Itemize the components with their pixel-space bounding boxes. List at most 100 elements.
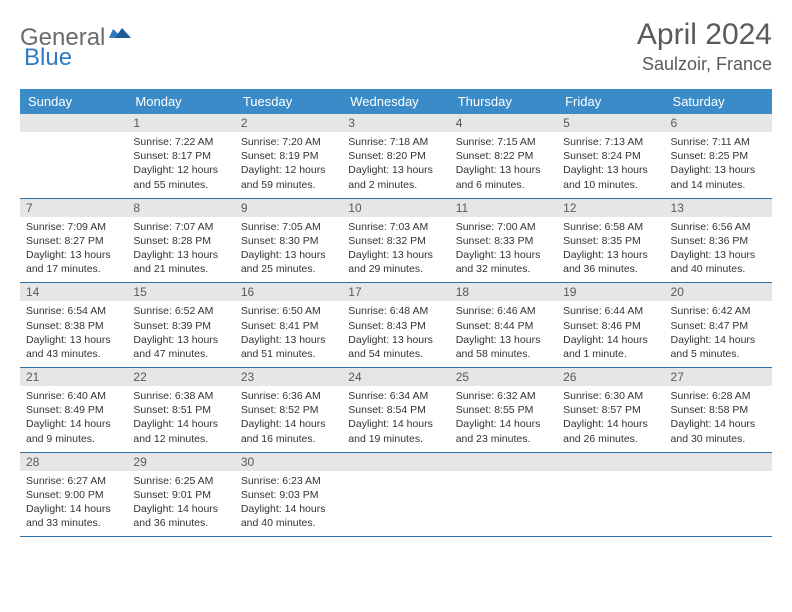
daylight-text-2: and 12 minutes. xyxy=(133,432,228,446)
daylight-text-1: Daylight: 12 hours xyxy=(133,163,228,177)
daylight-text-1: Daylight: 13 hours xyxy=(241,333,336,347)
daylight-text-1: Daylight: 13 hours xyxy=(241,248,336,262)
calendar-body: 1Sunrise: 7:22 AMSunset: 8:17 PMDaylight… xyxy=(20,114,772,537)
sunset-text: Sunset: 8:38 PM xyxy=(26,319,121,333)
dow-monday: Monday xyxy=(127,89,234,114)
day-number: 23 xyxy=(235,368,342,386)
sunset-text: Sunset: 8:35 PM xyxy=(563,234,658,248)
sunrise-text: Sunrise: 6:56 AM xyxy=(671,220,766,234)
day-body: Sunrise: 6:28 AMSunset: 8:58 PMDaylight:… xyxy=(665,386,772,452)
header: General April 2024 Saulzoir, France xyxy=(20,18,772,75)
sunset-text: Sunset: 8:51 PM xyxy=(133,403,228,417)
daylight-text-1: Daylight: 13 hours xyxy=(456,163,551,177)
daylight-text-2: and 6 minutes. xyxy=(456,178,551,192)
daylight-text-1: Daylight: 13 hours xyxy=(563,163,658,177)
daylight-text-1: Daylight: 14 hours xyxy=(26,417,121,431)
daylight-text-1: Daylight: 13 hours xyxy=(26,248,121,262)
sunrise-text: Sunrise: 7:18 AM xyxy=(348,135,443,149)
day-cell: 11Sunrise: 7:00 AMSunset: 8:33 PMDayligh… xyxy=(450,198,557,283)
day-body: Sunrise: 6:44 AMSunset: 8:46 PMDaylight:… xyxy=(557,301,664,367)
day-body: Sunrise: 6:52 AMSunset: 8:39 PMDaylight:… xyxy=(127,301,234,367)
day-body: Sunrise: 7:07 AMSunset: 8:28 PMDaylight:… xyxy=(127,217,234,283)
sunset-text: Sunset: 8:57 PM xyxy=(563,403,658,417)
daylight-text-2: and 25 minutes. xyxy=(241,262,336,276)
sunrise-text: Sunrise: 6:46 AM xyxy=(456,304,551,318)
daylight-text-2: and 1 minute. xyxy=(563,347,658,361)
daylight-text-1: Daylight: 13 hours xyxy=(348,333,443,347)
day-cell: 8Sunrise: 7:07 AMSunset: 8:28 PMDaylight… xyxy=(127,198,234,283)
day-cell: 3Sunrise: 7:18 AMSunset: 8:20 PMDaylight… xyxy=(342,114,449,198)
day-cell: 5Sunrise: 7:13 AMSunset: 8:24 PMDaylight… xyxy=(557,114,664,198)
daylight-text-1: Daylight: 13 hours xyxy=(671,248,766,262)
day-body: Sunrise: 6:40 AMSunset: 8:49 PMDaylight:… xyxy=(20,386,127,452)
day-cell xyxy=(557,452,664,537)
daylight-text-1: Daylight: 14 hours xyxy=(671,417,766,431)
week-row: 21Sunrise: 6:40 AMSunset: 8:49 PMDayligh… xyxy=(20,368,772,453)
day-cell: 19Sunrise: 6:44 AMSunset: 8:46 PMDayligh… xyxy=(557,283,664,368)
daylight-text-1: Daylight: 14 hours xyxy=(133,502,228,516)
brand-part2: Blue xyxy=(24,44,72,71)
day-cell: 29Sunrise: 6:25 AMSunset: 9:01 PMDayligh… xyxy=(127,452,234,537)
day-body: Sunrise: 6:25 AMSunset: 9:01 PMDaylight:… xyxy=(127,471,234,537)
daylight-text-1: Daylight: 13 hours xyxy=(456,333,551,347)
day-cell: 30Sunrise: 6:23 AMSunset: 9:03 PMDayligh… xyxy=(235,452,342,537)
daylight-text-2: and 59 minutes. xyxy=(241,178,336,192)
daylight-text-1: Daylight: 14 hours xyxy=(133,417,228,431)
day-number: 22 xyxy=(127,368,234,386)
daylight-text-2: and 14 minutes. xyxy=(671,178,766,192)
day-body: Sunrise: 6:38 AMSunset: 8:51 PMDaylight:… xyxy=(127,386,234,452)
daylight-text-2: and 40 minutes. xyxy=(241,516,336,530)
sunrise-text: Sunrise: 6:58 AM xyxy=(563,220,658,234)
daylight-text-2: and 33 minutes. xyxy=(26,516,121,530)
sunrise-text: Sunrise: 7:15 AM xyxy=(456,135,551,149)
daylight-text-2: and 47 minutes. xyxy=(133,347,228,361)
sunrise-text: Sunrise: 6:40 AM xyxy=(26,389,121,403)
day-body: Sunrise: 6:30 AMSunset: 8:57 PMDaylight:… xyxy=(557,386,664,452)
day-cell: 1Sunrise: 7:22 AMSunset: 8:17 PMDaylight… xyxy=(127,114,234,198)
day-number: 19 xyxy=(557,283,664,301)
day-number: 2 xyxy=(235,114,342,132)
sunrise-text: Sunrise: 6:50 AM xyxy=(241,304,336,318)
daylight-text-2: and 5 minutes. xyxy=(671,347,766,361)
sunset-text: Sunset: 8:33 PM xyxy=(456,234,551,248)
daylight-text-1: Daylight: 13 hours xyxy=(26,333,121,347)
sunset-text: Sunset: 8:43 PM xyxy=(348,319,443,333)
daylight-text-1: Daylight: 14 hours xyxy=(348,417,443,431)
daylight-text-1: Daylight: 13 hours xyxy=(563,248,658,262)
day-number xyxy=(665,453,772,471)
sunrise-text: Sunrise: 6:25 AM xyxy=(133,474,228,488)
sunrise-text: Sunrise: 7:22 AM xyxy=(133,135,228,149)
day-number: 11 xyxy=(450,199,557,217)
day-cell: 27Sunrise: 6:28 AMSunset: 8:58 PMDayligh… xyxy=(665,368,772,453)
daylight-text-1: Daylight: 14 hours xyxy=(241,502,336,516)
sunrise-text: Sunrise: 6:28 AM xyxy=(671,389,766,403)
day-number: 10 xyxy=(342,199,449,217)
daylight-text-2: and 51 minutes. xyxy=(241,347,336,361)
sunset-text: Sunset: 8:39 PM xyxy=(133,319,228,333)
daylight-text-2: and 19 minutes. xyxy=(348,432,443,446)
sunset-text: Sunset: 8:30 PM xyxy=(241,234,336,248)
sunset-text: Sunset: 8:55 PM xyxy=(456,403,551,417)
day-number: 20 xyxy=(665,283,772,301)
day-body: Sunrise: 7:03 AMSunset: 8:32 PMDaylight:… xyxy=(342,217,449,283)
day-cell: 20Sunrise: 6:42 AMSunset: 8:47 PMDayligh… xyxy=(665,283,772,368)
day-body: Sunrise: 6:50 AMSunset: 8:41 PMDaylight:… xyxy=(235,301,342,367)
day-body: Sunrise: 7:15 AMSunset: 8:22 PMDaylight:… xyxy=(450,132,557,198)
sunrise-text: Sunrise: 7:09 AM xyxy=(26,220,121,234)
day-body xyxy=(450,471,557,529)
day-number: 14 xyxy=(20,283,127,301)
daylight-text-1: Daylight: 12 hours xyxy=(241,163,336,177)
day-number: 7 xyxy=(20,199,127,217)
daylight-text-2: and 16 minutes. xyxy=(241,432,336,446)
sunset-text: Sunset: 8:24 PM xyxy=(563,149,658,163)
day-number: 16 xyxy=(235,283,342,301)
day-body xyxy=(342,471,449,529)
flag-icon xyxy=(109,26,131,49)
month-title: April 2024 xyxy=(637,18,772,52)
day-number xyxy=(557,453,664,471)
day-cell: 9Sunrise: 7:05 AMSunset: 8:30 PMDaylight… xyxy=(235,198,342,283)
dow-wednesday: Wednesday xyxy=(342,89,449,114)
day-number: 18 xyxy=(450,283,557,301)
day-number: 27 xyxy=(665,368,772,386)
daylight-text-1: Daylight: 13 hours xyxy=(348,248,443,262)
